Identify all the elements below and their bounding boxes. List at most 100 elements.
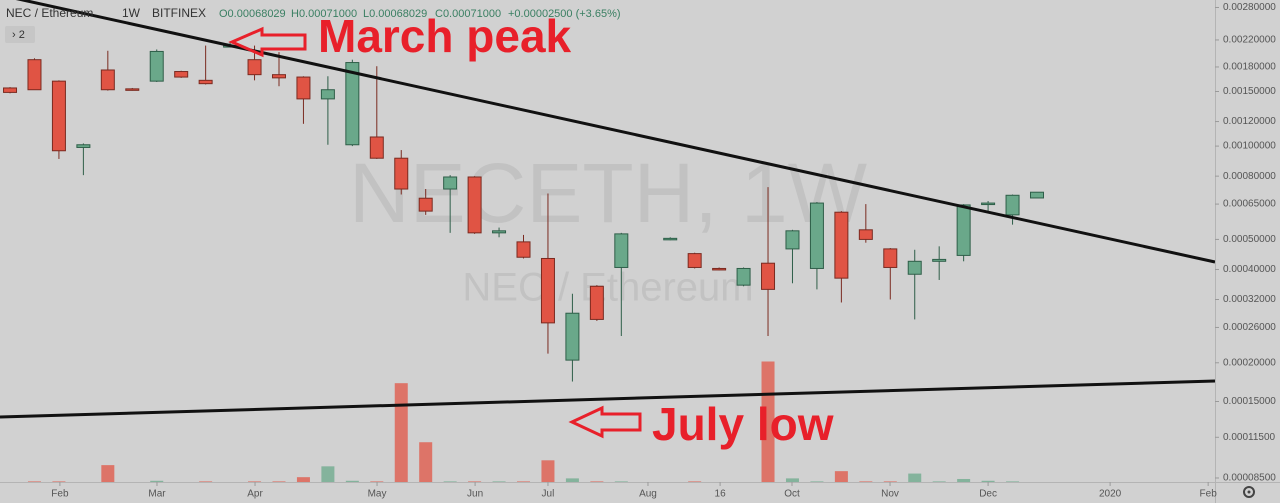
gear[interactable] — [1243, 486, 1255, 498]
annotation-text: March peak — [318, 10, 572, 62]
candle-body — [956, 204, 971, 256]
candle-body — [369, 136, 384, 159]
volume-bar — [614, 481, 628, 482]
candle-body — [345, 62, 360, 146]
x-tick-label: 2020 — [1099, 489, 1122, 500]
close-value: C0.00071000 — [435, 8, 501, 20]
volume-bar — [27, 481, 41, 482]
trendline-upper — [15, 0, 1216, 264]
candle-body — [981, 202, 996, 206]
volume-bar — [199, 481, 213, 482]
candle-body — [858, 229, 873, 240]
y-tick-label: 0.00015000 — [1223, 396, 1276, 407]
x-tick-label: 16 — [715, 489, 727, 500]
exchange: BITFINEX — [152, 6, 206, 20]
trendline-lower — [0, 379, 1216, 419]
candle-body — [1029, 191, 1044, 199]
candle-body — [809, 202, 824, 269]
candle-body — [516, 241, 531, 258]
open-value: O0.00068029 — [219, 8, 286, 20]
y-tick-label: 0.00100000 — [1223, 141, 1276, 152]
volume-bar — [590, 481, 604, 482]
high-value: H0.00071000 — [291, 8, 357, 20]
candle-body — [663, 237, 678, 241]
candle-body — [174, 71, 189, 78]
volume-bar — [688, 481, 702, 482]
volume-bar — [321, 466, 335, 482]
annotation-text: July low — [652, 398, 834, 450]
candle-body — [467, 176, 482, 234]
candle-body — [883, 248, 898, 268]
y-tick-label: 0.00080000 — [1223, 171, 1276, 182]
y-tick-label: 0.00020000 — [1223, 357, 1276, 368]
volume-bar — [52, 481, 66, 482]
candle-body — [736, 267, 751, 286]
volume-bar — [468, 481, 482, 482]
candle-body — [3, 87, 18, 93]
y-tick-label: 0.00032000 — [1223, 294, 1276, 305]
volume-bar — [761, 361, 775, 482]
candle-body — [687, 253, 702, 268]
y-tick-label: 0.00280000 — [1223, 2, 1276, 13]
volume-bar — [785, 478, 799, 482]
x-tick-label: Nov — [881, 489, 899, 500]
y-tick-label: 0.00220000 — [1223, 35, 1276, 46]
symbol: NEC / Ethereum — [6, 6, 93, 20]
volume-bar — [345, 480, 359, 482]
volume-bar — [810, 481, 824, 482]
x-tick-label: Mar — [148, 489, 166, 500]
volume-bar — [932, 481, 946, 482]
volume-bar — [394, 383, 408, 482]
panel-button[interactable] — [5, 26, 35, 43]
watermark: NECETH, 1W — [349, 146, 867, 240]
candle-body — [834, 211, 849, 279]
change-value: +0.00002500 (+3.65%) — [508, 8, 621, 20]
volume-bar — [272, 481, 286, 482]
candle-body — [932, 258, 947, 262]
x-tick-label: Feb — [51, 489, 69, 500]
volume-bar — [541, 460, 555, 482]
volume-bar — [419, 442, 433, 482]
y-tick-label: 0.00120000 — [1223, 116, 1276, 127]
candle-body — [125, 88, 140, 91]
low-value: L0.00068029 — [363, 8, 427, 20]
y-tick-label: 0.00050000 — [1223, 234, 1276, 245]
x-tick-label: Jun — [467, 489, 483, 500]
volume-bar — [859, 481, 873, 482]
x-tick-label: Dec — [979, 489, 997, 500]
x-tick-label: Apr — [247, 489, 263, 500]
candle-body — [418, 197, 433, 212]
settings-icon[interactable] — [1243, 486, 1255, 498]
candle-body — [247, 59, 262, 76]
volume-bar — [883, 481, 897, 482]
candle-body — [589, 285, 604, 320]
volume-bar — [443, 481, 457, 482]
volume-bar — [492, 481, 506, 482]
candle-body — [614, 233, 629, 268]
y-tick-label: 0.00011500 — [1223, 432, 1276, 443]
volume-bar — [248, 481, 262, 482]
interval: 1W — [122, 6, 141, 20]
volume-bar — [908, 473, 922, 482]
gear-center[interactable] — [1247, 490, 1251, 494]
candle-body — [149, 50, 164, 82]
y-tick-label: 0.00026000 — [1223, 322, 1276, 333]
x-tick-label: Aug — [639, 489, 657, 500]
y-tick-label: 0.00180000 — [1223, 62, 1276, 73]
candle-body — [27, 59, 42, 91]
candle-body — [320, 89, 335, 100]
candle-body — [565, 312, 580, 361]
candle-body — [785, 230, 800, 250]
volume-bar — [981, 480, 995, 482]
volume-bar — [150, 480, 164, 482]
panel-button-label[interactable]: › 2 — [12, 29, 25, 41]
candle-body — [712, 267, 727, 271]
candle-body — [907, 260, 922, 275]
candle-body — [296, 76, 311, 100]
candle-body — [443, 176, 458, 190]
candle-body — [540, 257, 555, 324]
candle-layer — [3, 41, 1044, 382]
volume-bar — [296, 477, 310, 482]
candle-body — [761, 262, 776, 290]
